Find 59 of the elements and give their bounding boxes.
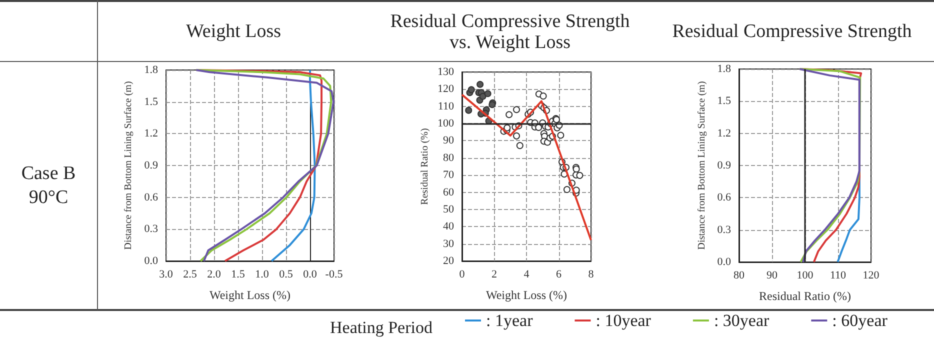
y-axis-title: Distance from Bottom Lining Surface (m) — [122, 81, 134, 250]
x-axis-title: Weight Loss (%) — [486, 288, 568, 302]
x-tick-label: 0.0 — [303, 268, 318, 280]
x-tick-label: 110 — [830, 270, 847, 282]
x-axis-title: Residual Ratio (%) — [759, 289, 851, 303]
y-tick-label: 0.3 — [144, 223, 158, 236]
y-axis-title: Residual Ratio (%) — [420, 128, 430, 205]
x-tick-label: -0.5 — [325, 268, 344, 280]
y-tick-label: 0.9 — [717, 160, 732, 172]
y-tick-label: 0.6 — [717, 192, 732, 204]
legend-label: : 1year — [486, 311, 534, 330]
x-tick-label: 1.0 — [255, 268, 270, 280]
y-tick-label: 120 — [438, 83, 454, 96]
legend-label: : 60year — [832, 311, 888, 330]
y-tick-label: 1.2 — [144, 128, 158, 140]
x-tick-label: 2 — [492, 268, 497, 280]
y-tick-label: 1.8 — [717, 63, 732, 75]
x-tick-label: 2.5 — [183, 268, 198, 280]
x-tick-label: 8 — [588, 268, 594, 280]
x-tick-label: 100 — [796, 270, 814, 282]
y-tick-label: 0.6 — [144, 191, 158, 204]
y-tick-label: 30 — [443, 238, 454, 250]
x-tick-label: 0 — [459, 268, 466, 280]
y-tick-label: 80 — [443, 152, 454, 164]
y-tick-label: 1.2 — [717, 127, 731, 140]
y-tick-label: 50 — [443, 203, 454, 216]
x-axis-title: Weight Loss (%) — [209, 288, 291, 302]
y-tick-label: 60 — [443, 186, 454, 198]
y-tick-label: 0.9 — [144, 160, 158, 172]
y-tick-label: 130 — [438, 66, 454, 78]
x-tick-label: 80 — [734, 270, 745, 282]
y-tick-label: 90 — [443, 134, 454, 147]
y-tick-label: 20 — [443, 255, 454, 267]
y-tick-label: 40 — [443, 220, 454, 233]
x-tick-label: 1.5 — [231, 268, 246, 280]
y-tick-label: 0.3 — [717, 224, 732, 236]
y-axis-title: Distance from Bottom Lining Surface (m) — [696, 81, 708, 250]
y-tick-label: 1.5 — [717, 95, 732, 108]
text: Case B 90°C — [20, 162, 77, 210]
chart-title: Residual Compressive Strength vs. Weight Loss — [390, 10, 630, 54]
y-tick-label: 0.0 — [717, 256, 732, 268]
x-tick-label: 90 — [766, 270, 778, 282]
x-tick-label: 2.0 — [207, 268, 222, 280]
y-tick-label: 110 — [438, 100, 454, 112]
x-tick-label: 3.0 — [159, 268, 174, 280]
y-tick-label: 0.0 — [144, 255, 158, 267]
x-tick-label: 0.5 — [279, 268, 294, 280]
legend-label: : 10year — [596, 311, 652, 330]
legend-label: : 30year — [714, 311, 770, 330]
x-tick-label: 6 — [556, 268, 562, 280]
y-tick-label: 70 — [443, 169, 454, 182]
chart-title: Residual Compressive Strength — [671, 20, 913, 44]
chart-title: Weight Loss — [184, 20, 282, 44]
x-tick-label: 120 — [862, 270, 880, 282]
y-tick-label: 1.8 — [144, 64, 158, 76]
y-tick-label: 1.5 — [144, 96, 158, 108]
y-tick-label: 100 — [438, 118, 454, 130]
legend-title: Heating Period — [330, 318, 433, 337]
x-tick-label: 4 — [524, 268, 530, 280]
